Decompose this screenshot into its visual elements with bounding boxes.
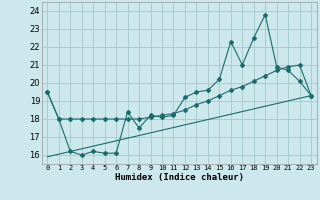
X-axis label: Humidex (Indice chaleur): Humidex (Indice chaleur) xyxy=(115,173,244,182)
